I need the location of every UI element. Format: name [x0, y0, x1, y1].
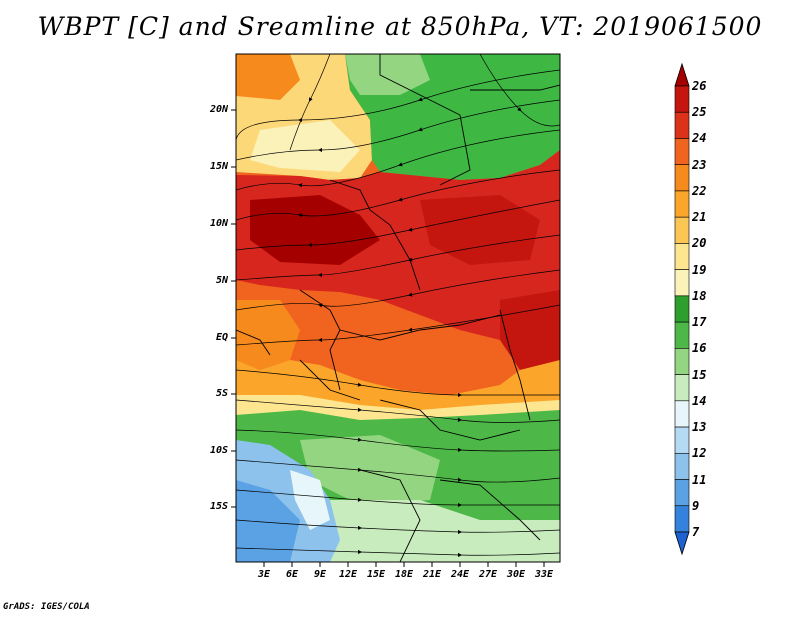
lon-label-6E: 6E — [285, 569, 299, 580]
colorbar-label: 26 — [692, 79, 707, 93]
lon-label-30E: 30E — [506, 569, 526, 580]
grads-credit: GrADS: IGES/COLA — [3, 602, 90, 612]
region-equatorial-west — [236, 300, 300, 370]
colorbar-segment — [674, 269, 690, 297]
lon-label-15E: 15E — [366, 569, 386, 580]
colorbar-label: 12 — [692, 446, 707, 461]
colorbar-label: 22 — [692, 183, 707, 198]
colorbar-segment — [674, 243, 690, 270]
colorbar-label: 7 — [692, 525, 700, 539]
region-northeast-light — [345, 54, 430, 95]
colorbar-label: 13 — [692, 420, 707, 435]
lat-label-15N: 15N — [209, 161, 228, 172]
lon-label-3E: 3E — [257, 569, 271, 580]
lat-label-EQ: EQ — [215, 332, 228, 343]
lon-label-24E: 24E — [450, 569, 470, 580]
lon-label-21E: 21E — [422, 569, 442, 580]
lon-label-12E: 12E — [338, 569, 358, 580]
colorbar-label: 17 — [692, 315, 707, 330]
lon-label-27E: 27E — [478, 569, 498, 580]
lon-label-9E: 9E — [313, 569, 327, 580]
colorbar-label: 24 — [692, 131, 707, 146]
region-southwest-pale — [290, 470, 330, 530]
colorbar-label: 20 — [692, 236, 707, 251]
colorbar-segment — [674, 216, 690, 244]
colorbar-label: 23 — [692, 157, 707, 172]
colorbar-segment — [674, 452, 690, 480]
colorbar-segment — [674, 426, 690, 454]
colorbar-label: 19 — [692, 262, 707, 277]
colorbar-segment — [674, 374, 690, 402]
lat-label-5S: 5S — [215, 388, 228, 399]
colorbar-label: 9 — [692, 498, 700, 513]
colorbar-label: 18 — [692, 288, 707, 303]
colorbar-label: 11 — [692, 472, 707, 487]
colorbar-label: 25 — [692, 105, 707, 120]
colorbar-segment — [674, 190, 690, 218]
map-frame — [235, 53, 561, 563]
lat-label-15S: 15S — [209, 501, 228, 512]
streamlines — [236, 54, 560, 558]
lat-label-20N: 20N — [209, 104, 228, 115]
colorbar-segment — [674, 505, 690, 533]
region-southwest-colder — [236, 480, 300, 562]
colorbar-segment — [674, 85, 690, 113]
region-hot-core-east — [420, 195, 540, 265]
region-northwest-orange — [236, 54, 300, 100]
lon-label-18E: 18E — [394, 569, 414, 580]
map-field — [236, 54, 560, 562]
colorbar-bottom-arrow — [674, 531, 690, 556]
country-borders — [236, 54, 560, 562]
colorbar-top-arrow — [674, 62, 690, 87]
lon-ticks — [263, 562, 545, 567]
colorbar-label: 16 — [692, 341, 707, 356]
chart-title: WBPT [C] and Sreamline at 850hPa, VT: 20… — [37, 12, 763, 41]
colorbar-segment — [674, 400, 690, 428]
region-hot-lakes — [500, 290, 560, 370]
colorbar — [674, 62, 690, 556]
colorbar-segment — [674, 138, 690, 166]
colorbar-label: 15 — [692, 367, 707, 382]
colorbar-segment — [674, 164, 690, 192]
colorbar-segment — [674, 479, 690, 507]
lat-ticks — [231, 109, 236, 508]
lat-label-10N: 10N — [209, 218, 228, 229]
colorbar-segment — [674, 295, 690, 323]
colorbar-segment — [674, 321, 690, 349]
lat-label-5N: 5N — [215, 275, 228, 286]
lon-label-33E: 33E — [534, 569, 554, 580]
colorbar-segment — [674, 111, 690, 139]
lat-label-10S: 10S — [209, 445, 228, 456]
colorbar-label: 14 — [692, 393, 707, 408]
colorbar-label: 21 — [692, 210, 707, 225]
colorbar-segment — [674, 348, 690, 375]
